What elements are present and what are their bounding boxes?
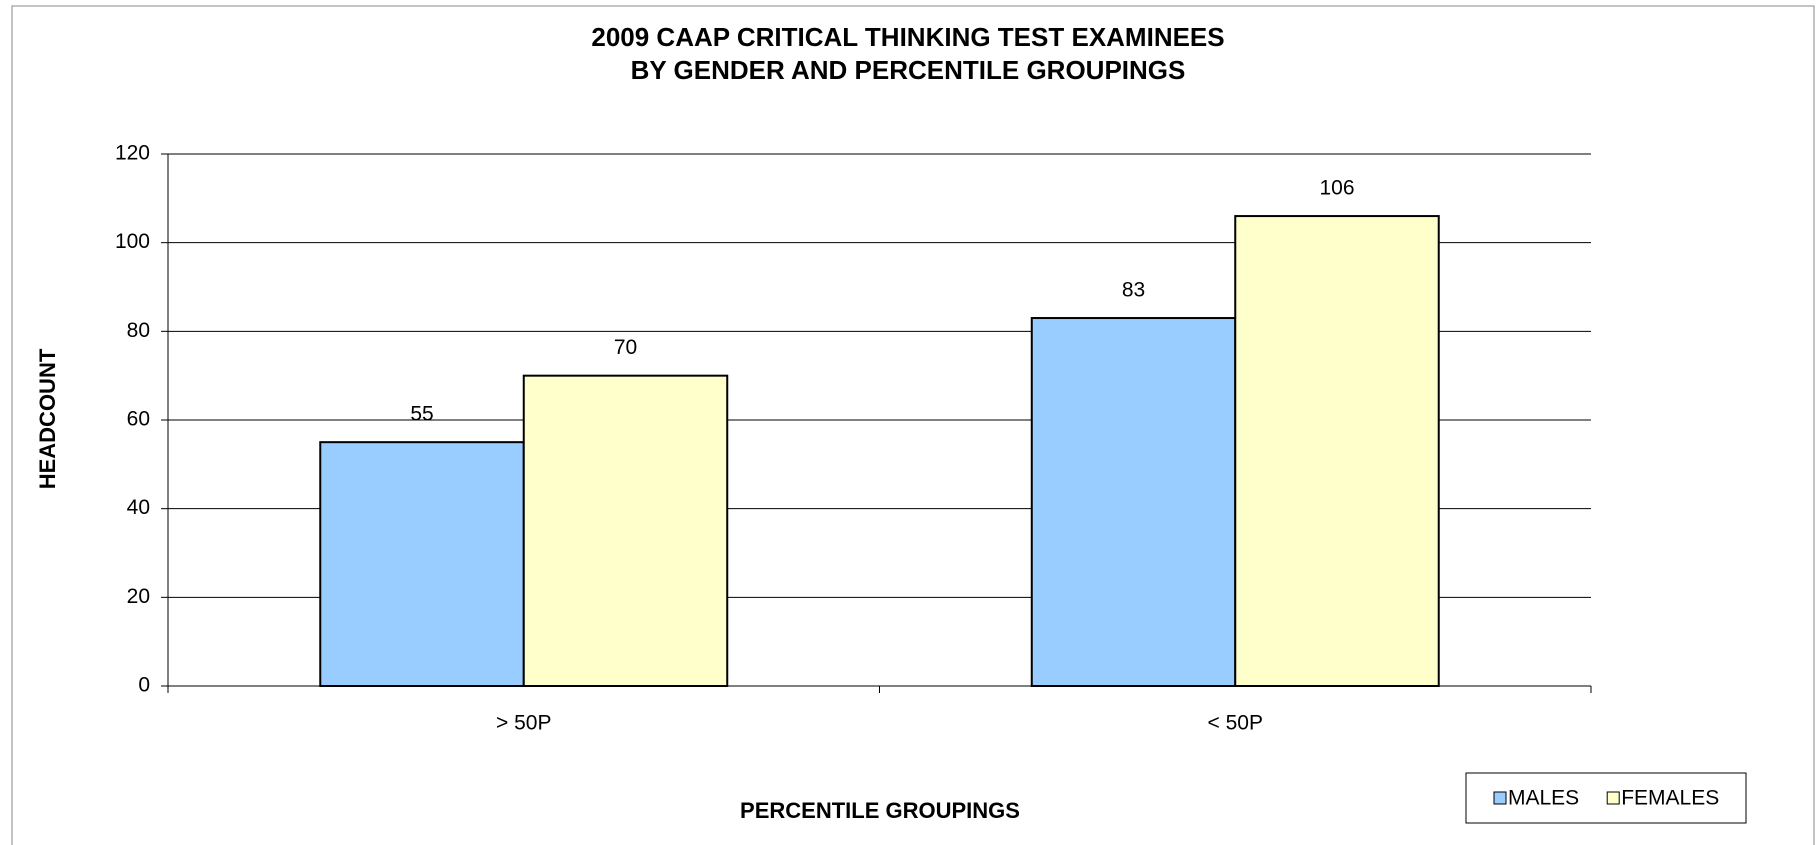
legend-box xyxy=(1465,772,1747,824)
x-axis-label: PERCENTILE GROUPINGS xyxy=(740,798,1020,823)
y-axis-label: HEADCOUNT xyxy=(35,348,60,489)
bar xyxy=(319,441,525,687)
y-tick-label: 40 xyxy=(127,496,150,519)
legend-label: MALES xyxy=(1508,787,1579,810)
legend-label: FEMALES xyxy=(1621,787,1719,810)
bar xyxy=(1234,215,1440,687)
y-tick-label: 100 xyxy=(115,230,150,253)
bar xyxy=(522,374,729,687)
data-label: 83 xyxy=(1122,279,1145,302)
y-tick-label: 0 xyxy=(138,674,150,697)
y-tick-label: 120 xyxy=(115,142,150,165)
legend-swatch xyxy=(1493,791,1507,805)
chart-title: 2009 CAAP CRITICAL THINKING TEST EXAMINE… xyxy=(591,22,1224,52)
y-tick-label: 80 xyxy=(127,319,150,342)
y-tick-label: 20 xyxy=(127,585,150,608)
data-label: 70 xyxy=(614,336,637,359)
y-tick-label: 60 xyxy=(127,408,150,431)
x-tick-label: > 50P xyxy=(496,712,551,735)
bar xyxy=(1030,317,1237,687)
data-label: 106 xyxy=(1319,177,1354,200)
chart-frame xyxy=(11,5,1815,845)
x-tick-label: < 50P xyxy=(1208,712,1263,735)
chart-title: BY GENDER AND PERCENTILE GROUPINGS xyxy=(631,55,1186,85)
data-label: 55 xyxy=(410,403,433,426)
legend-swatch xyxy=(1606,791,1620,805)
